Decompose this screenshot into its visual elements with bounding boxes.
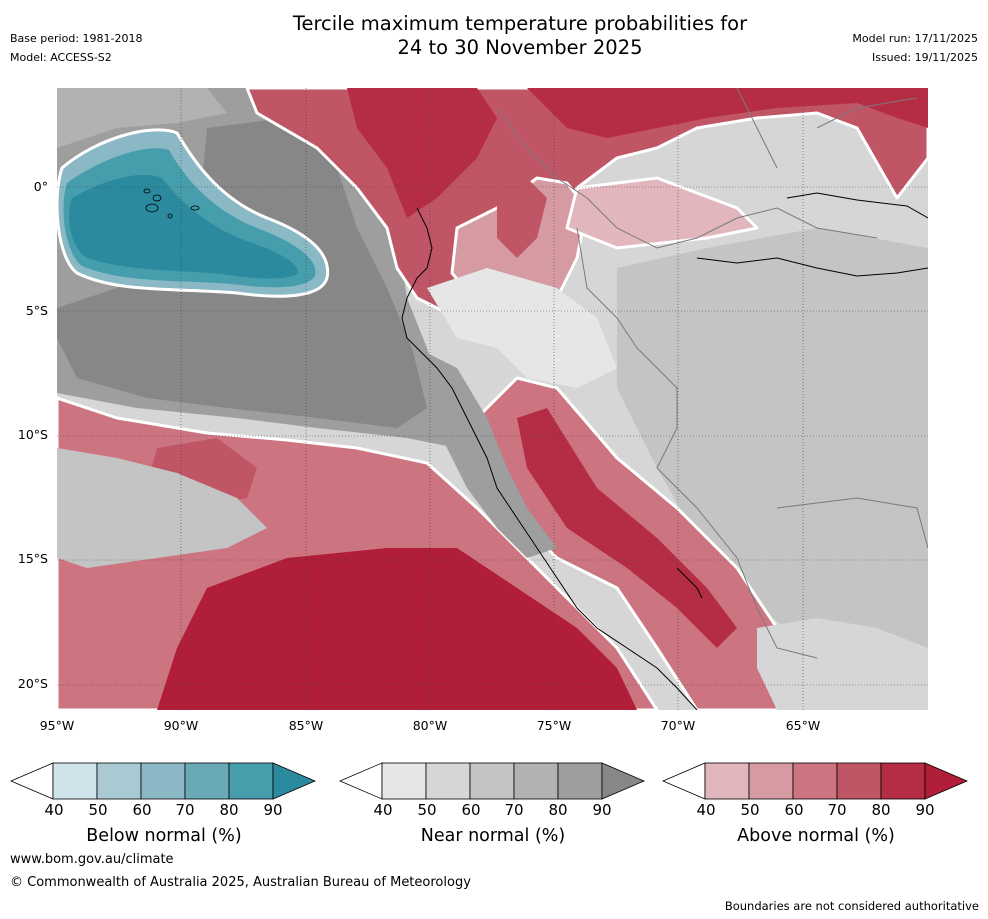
below-swatch-1 (52, 762, 98, 800)
near-normal-colorbar (339, 762, 646, 800)
model-label: Model: ACCESS-S2 (10, 51, 112, 64)
near-normal-southwest-band (57, 448, 267, 568)
lon-label-85w: 85°W (288, 718, 324, 733)
coastline (401, 192, 928, 710)
near-tick-70: 70 (504, 801, 524, 819)
above-normal-colorbar (662, 762, 969, 800)
above-normal-label: Above normal (%) (737, 826, 895, 846)
lat-label-5s: 5°S (25, 303, 48, 318)
below-swatch-3 (140, 762, 186, 800)
above-normal-ecuador-core (497, 178, 547, 258)
below-tick-50: 50 (88, 801, 108, 819)
below-swatch-5 (228, 762, 274, 800)
probability-map (57, 88, 928, 710)
copyright-text: © Commonwealth of Australia 2025, Austra… (10, 875, 471, 890)
website-link[interactable]: www.bom.gov.au/climate (10, 852, 174, 867)
base-period-label: Base period: 1981-2018 (10, 32, 143, 45)
near-normal-swatches (339, 762, 646, 800)
above-normal-northeast-core (527, 88, 928, 138)
map-title: Tercile maximum temperature probabilitie… (200, 12, 840, 60)
lat-label-10s: 10°S (17, 427, 48, 442)
lon-label-70w: 70°W (660, 718, 696, 733)
near-swatch-4 (513, 762, 559, 800)
lon-label-95w: 95°W (39, 718, 75, 733)
near-swatch-2 (425, 762, 471, 800)
lat-label-0: 0° (33, 179, 48, 194)
below-normal-swatches (10, 762, 317, 800)
above-tick-70: 70 (827, 801, 847, 819)
lat-label-20s: 20°S (17, 676, 48, 691)
below-tick-60: 60 (132, 801, 152, 819)
near-normal-amazon-region (617, 228, 928, 648)
country-borders (496, 88, 928, 659)
above-normal-south-ocean-core (157, 548, 637, 710)
below-tick-80: 80 (219, 801, 239, 819)
near-tick-90: 90 (592, 801, 612, 819)
near-normal-coastal-strip (417, 348, 557, 558)
below-tick-70: 70 (175, 801, 195, 819)
below-tick-90: 90 (263, 801, 283, 819)
lon-label-90w: 90°W (163, 718, 199, 733)
below-swatch-2 (96, 762, 142, 800)
near-normal-coastal-light (427, 268, 617, 388)
lat-label-15s: 15°S (17, 551, 48, 566)
near-swatch-3 (469, 762, 515, 800)
above-tick-80: 80 (871, 801, 891, 819)
near-tick-40: 40 (373, 801, 393, 819)
below-normal-label: Below normal (%) (86, 826, 242, 846)
title-line-1: Tercile maximum temperature probabilitie… (292, 12, 748, 35)
below-normal-colorbar (10, 762, 317, 800)
above-swatch-5 (880, 762, 926, 800)
above-swatch-high-extend (924, 762, 969, 800)
near-tick-80: 80 (548, 801, 568, 819)
lon-label-75w: 75°W (536, 718, 572, 733)
above-tick-90: 90 (915, 801, 935, 819)
above-tick-50: 50 (740, 801, 760, 819)
issued-label: Issued: 19/11/2025 (871, 51, 978, 64)
near-tick-50: 50 (417, 801, 437, 819)
galapagos-islands (143, 188, 200, 219)
boundary-disclaimer: Boundaries are not considered authoritat… (724, 899, 979, 913)
graticule (57, 88, 928, 710)
near-normal-southeast (757, 618, 928, 710)
above-swatch-2 (748, 762, 794, 800)
near-swatch-1 (381, 762, 427, 800)
near-swatch-5 (557, 762, 603, 800)
above-normal-peru-core (517, 408, 737, 648)
above-swatch-1 (704, 762, 750, 800)
below-normal-galapagos-core (69, 174, 298, 279)
above-swatch-low-extend (662, 762, 706, 800)
title-line-2: 24 to 30 November 2025 (397, 36, 643, 59)
above-normal-swatches (662, 762, 969, 800)
near-tick-60: 60 (461, 801, 481, 819)
near-swatch-low-extend (339, 762, 383, 800)
near-normal-ocean-light (57, 88, 227, 148)
near-normal-label: Near normal (%) (420, 826, 566, 846)
lon-label-80w: 80°W (412, 718, 448, 733)
lon-label-65w: 65°W (785, 718, 821, 733)
above-swatch-4 (836, 762, 882, 800)
above-normal-north-core (347, 88, 497, 218)
above-normal-east-patch (565, 176, 759, 250)
above-swatch-3 (792, 762, 838, 800)
below-swatch-low-extend (10, 762, 54, 800)
below-swatch-4 (184, 762, 230, 800)
near-swatch-high-extend (601, 762, 646, 800)
below-tick-40: 40 (44, 801, 64, 819)
model-run-label: Model run: 17/11/2025 (852, 32, 978, 45)
below-swatch-high-extend (272, 762, 317, 800)
above-tick-60: 60 (784, 801, 804, 819)
above-tick-40: 40 (696, 801, 716, 819)
